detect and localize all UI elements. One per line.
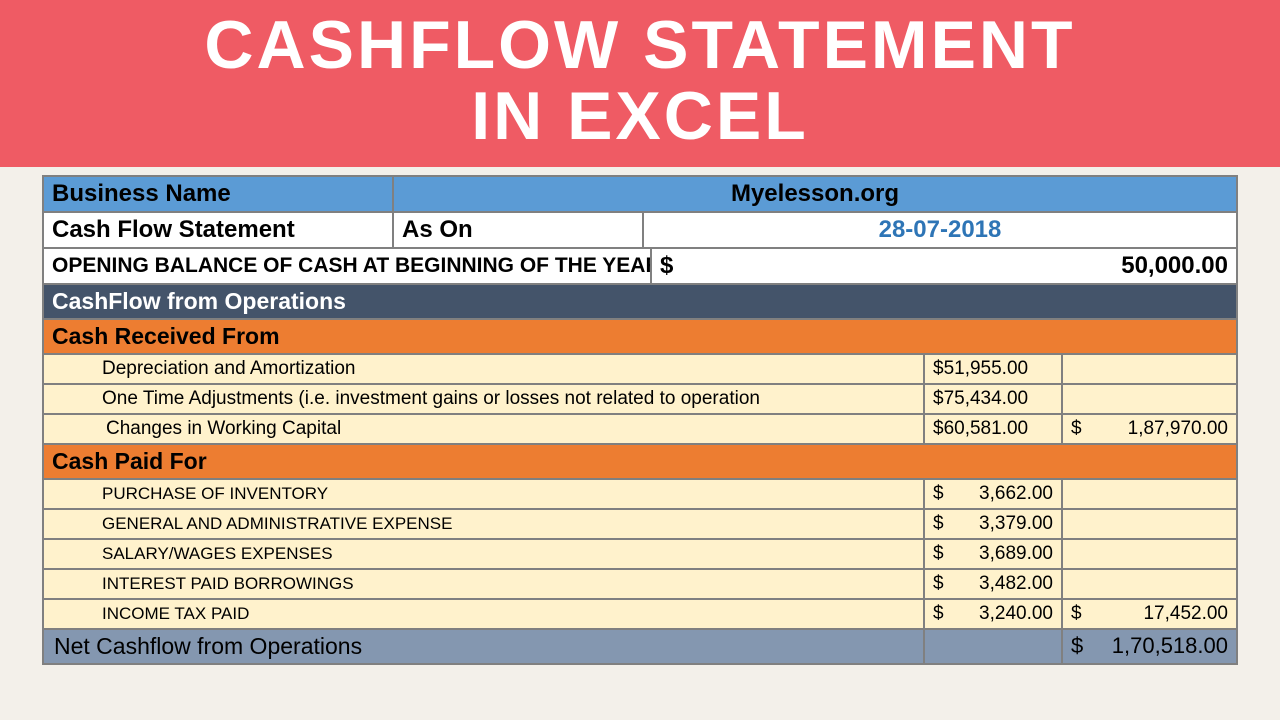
row-net: Net Cashflow from Operations $ 1,70,518.…	[43, 629, 1237, 664]
label-opening: OPENING BALANCE OF CASH AT BEGINNING OF …	[43, 248, 651, 284]
row-received-0: Depreciation and Amortization $51,955.00	[43, 354, 1237, 384]
label-statement: Cash Flow Statement	[43, 212, 393, 248]
paid-2-cur: $	[933, 543, 944, 565]
paid-0-amt[interactable]: $ 3,662.00	[924, 479, 1062, 509]
net-value[interactable]: $ 1,70,518.00	[1062, 629, 1237, 664]
paid-3-val: 3,482.00	[979, 573, 1053, 595]
row-opening: OPENING BALANCE OF CASH AT BEGINNING OF …	[43, 248, 1237, 284]
paid-4-val: 3,240.00	[979, 603, 1053, 625]
value-opening[interactable]: $ 50,000.00	[651, 248, 1237, 284]
received-subtotal-cur: $	[1071, 418, 1082, 440]
received-0-label: Depreciation and Amortization	[43, 354, 924, 384]
spreadsheet: Business Name Myelesson.org Cash Flow St…	[42, 175, 1238, 665]
net-val: 1,70,518.00	[1112, 633, 1228, 659]
received-1-label: One Time Adjustments (i.e. investment ga…	[43, 384, 924, 414]
section-operations-label: CashFlow from Operations	[43, 284, 1237, 319]
banner-line-2: IN EXCEL	[20, 81, 1260, 152]
paid-0-cur: $	[933, 483, 944, 505]
paid-0-val: 3,662.00	[979, 483, 1053, 505]
opening-amount: 50,000.00	[1121, 252, 1228, 280]
paid-2-val: 3,689.00	[979, 543, 1053, 565]
paid-subtotal-val: 17,452.00	[1143, 603, 1228, 625]
section-paid-label: Cash Paid For	[43, 444, 1237, 479]
section-operations: CashFlow from Operations	[43, 284, 1237, 319]
row-statement: Cash Flow Statement As On 28-07-2018	[43, 212, 1237, 248]
row-received-2: Changes in Working Capital $60,581.00 $ …	[43, 414, 1237, 444]
received-subtotal-val: 1,87,970.00	[1128, 418, 1228, 440]
row-received-1: One Time Adjustments (i.e. investment ga…	[43, 384, 1237, 414]
received-subtotal[interactable]: $ 1,87,970.00	[1062, 414, 1237, 444]
row-paid-0: PURCHASE OF INVENTORY $ 3,662.00	[43, 479, 1237, 509]
label-business: Business Name	[43, 176, 393, 212]
paid-4-amt[interactable]: $ 3,240.00	[924, 599, 1062, 629]
paid-4-label: INCOME TAX PAID	[43, 599, 924, 629]
received-1-total	[1062, 384, 1237, 414]
row-paid-4: INCOME TAX PAID $ 3,240.00 $ 17,452.00	[43, 599, 1237, 629]
title-banner: CASHFLOW STATEMENT IN EXCEL	[0, 0, 1280, 167]
received-2-label: Changes in Working Capital	[43, 414, 924, 444]
paid-4-cur: $	[933, 603, 944, 625]
paid-3-cur: $	[933, 573, 944, 595]
paid-2-amt[interactable]: $ 3,689.00	[924, 539, 1062, 569]
paid-3-label: INTEREST PAID BORROWINGS	[43, 569, 924, 599]
net-label: Net Cashflow from Operations	[43, 629, 924, 664]
net-gap	[924, 629, 1062, 664]
paid-subtotal-cur: $	[1071, 603, 1082, 625]
opening-currency: $	[660, 252, 673, 280]
row-paid-3: INTEREST PAID BORROWINGS $ 3,482.00	[43, 569, 1237, 599]
row-paid-1: GENERAL AND ADMINISTRATIVE EXPENSE $ 3,3…	[43, 509, 1237, 539]
section-paid: Cash Paid For	[43, 444, 1237, 479]
value-date[interactable]: 28-07-2018	[643, 212, 1237, 248]
paid-1-total	[1062, 509, 1237, 539]
paid-1-label: GENERAL AND ADMINISTRATIVE EXPENSE	[43, 509, 924, 539]
received-0-amt[interactable]: $51,955.00	[924, 354, 1062, 384]
paid-3-amt[interactable]: $ 3,482.00	[924, 569, 1062, 599]
paid-0-label: PURCHASE OF INVENTORY	[43, 479, 924, 509]
banner-line-1: CASHFLOW STATEMENT	[20, 10, 1260, 81]
paid-1-cur: $	[933, 513, 944, 535]
paid-2-total	[1062, 539, 1237, 569]
label-ason: As On	[393, 212, 643, 248]
row-business: Business Name Myelesson.org	[43, 176, 1237, 212]
paid-1-amt[interactable]: $ 3,379.00	[924, 509, 1062, 539]
paid-subtotal[interactable]: $ 17,452.00	[1062, 599, 1237, 629]
net-cur: $	[1071, 633, 1083, 659]
received-2-amt[interactable]: $60,581.00	[924, 414, 1062, 444]
paid-1-val: 3,379.00	[979, 513, 1053, 535]
row-paid-2: SALARY/WAGES EXPENSES $ 3,689.00	[43, 539, 1237, 569]
section-received-label: Cash Received From	[43, 319, 1237, 354]
received-1-amt[interactable]: $75,434.00	[924, 384, 1062, 414]
paid-3-total	[1062, 569, 1237, 599]
received-0-total	[1062, 354, 1237, 384]
value-business[interactable]: Myelesson.org	[393, 176, 1237, 212]
paid-2-label: SALARY/WAGES EXPENSES	[43, 539, 924, 569]
section-received: Cash Received From	[43, 319, 1237, 354]
paid-0-total	[1062, 479, 1237, 509]
